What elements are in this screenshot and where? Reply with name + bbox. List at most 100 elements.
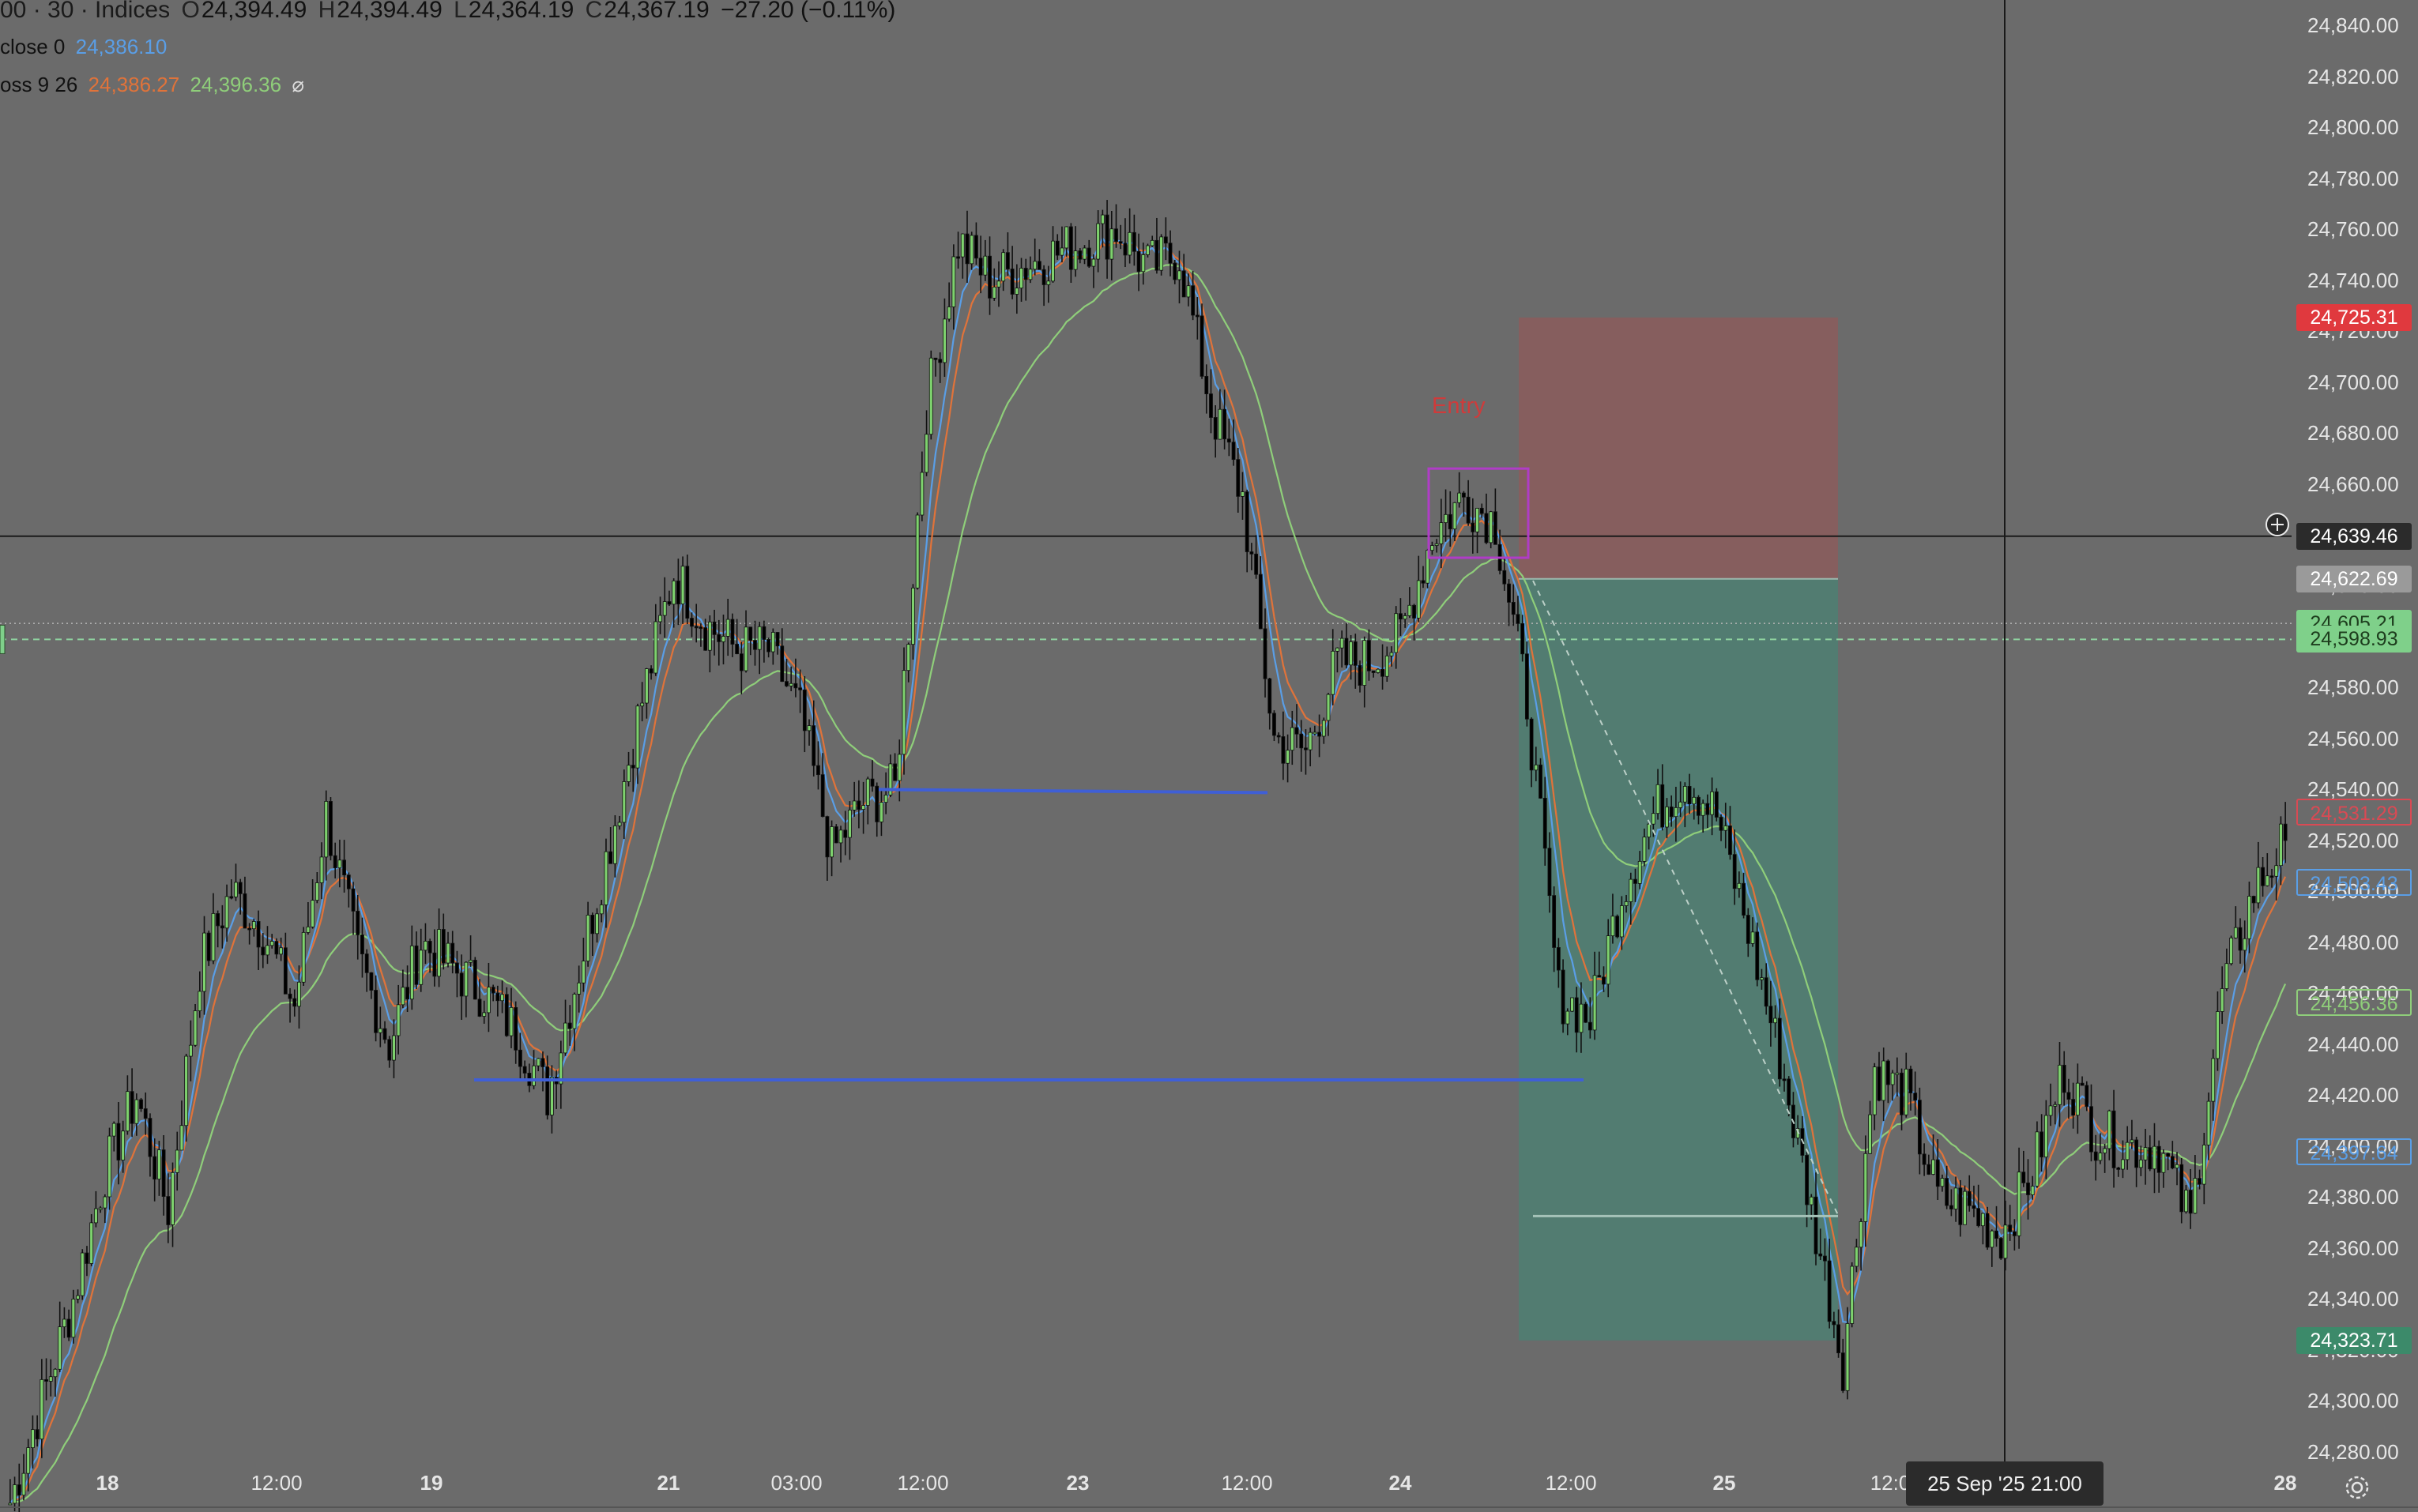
bull-candle <box>469 960 473 963</box>
legend-indicator-1[interactable]: close 0 24,386.10 <box>0 35 171 59</box>
bull-candle <box>1326 694 1331 721</box>
bear-candle <box>1358 664 1362 686</box>
indicator-2-name[interactable]: oss 9 26 <box>0 73 78 96</box>
bear-candle <box>369 972 374 991</box>
bull-candle <box>1100 214 1105 224</box>
symbol-label[interactable]: 00 · 30 · Indices <box>0 0 171 23</box>
bull-candle <box>1642 837 1647 862</box>
time-tick-label: 24 <box>1388 1471 1412 1495</box>
bull-candle <box>906 644 911 671</box>
bear-candle <box>148 1118 153 1157</box>
price-tick-label: 24,680.00 <box>2307 421 2399 446</box>
bear-candle <box>699 626 703 630</box>
bull-candle <box>1384 655 1389 677</box>
bear-candle <box>676 580 680 604</box>
time-tick-label: 28 <box>2273 1471 2297 1495</box>
bull-candle <box>928 357 933 435</box>
bear-candle <box>857 800 861 811</box>
bear-candle <box>775 632 780 647</box>
bull-candle <box>1940 1178 1945 1187</box>
entry-label: Entry <box>1432 393 1486 419</box>
bull-candle <box>53 1368 58 1378</box>
bull-candle <box>2274 865 2279 877</box>
bull-candle <box>1394 613 1399 653</box>
bull-candle <box>2279 823 2283 867</box>
bull-candle <box>2043 1115 2048 1158</box>
bear-candle <box>1105 214 1109 260</box>
bear-candle <box>35 1429 40 1439</box>
bull-candle <box>586 915 590 961</box>
price-tick-label: 24,800.00 <box>2307 115 2399 140</box>
bull-candle <box>852 800 857 811</box>
bull-candle <box>409 945 414 1000</box>
bull-candle <box>1701 803 1705 816</box>
bull-candle <box>279 947 284 955</box>
bull-candle <box>744 626 748 671</box>
price-tick-label: 24,520.00 <box>2307 828 2399 852</box>
bear-candle <box>1742 882 1746 916</box>
bear-candle <box>1768 1006 1773 1024</box>
bull-candle <box>58 1326 62 1370</box>
bear-candle <box>1037 261 1041 270</box>
bull-candle <box>1881 1060 1886 1101</box>
bear-candle <box>988 255 992 299</box>
bull-candle <box>1629 878 1633 902</box>
add-alert-plus-icon[interactable] <box>2263 510 2292 539</box>
legend-indicator-2[interactable]: oss 9 26 24,386.27 24,396.36 ⌀ <box>0 73 309 97</box>
bear-candle <box>1705 803 1710 815</box>
bear-candle <box>44 1378 48 1382</box>
bear-candle <box>965 233 970 265</box>
bull-candle <box>2229 937 2233 965</box>
bull-candle <box>21 1473 26 1496</box>
bear-candle <box>477 999 482 1017</box>
bear-candle <box>1299 733 1304 749</box>
bear-candle <box>116 1123 121 1160</box>
bull-candle <box>1331 650 1335 695</box>
bear-candle <box>1520 622 1525 655</box>
bear-candle <box>405 987 409 1000</box>
bear-candle <box>166 1196 171 1225</box>
time-tick-label: 03:00 <box>770 1471 823 1495</box>
bear-candle <box>1542 797 1547 849</box>
gear-icon[interactable] <box>2344 1474 2371 1501</box>
bull-candle <box>897 754 902 781</box>
reference-lines <box>0 0 2292 1461</box>
left-edge-price-marker <box>0 624 6 654</box>
bull-candle <box>1083 247 1087 260</box>
bull-candle <box>640 702 645 707</box>
bear-candle <box>2039 1131 2044 1158</box>
bear-candle <box>1823 1255 1827 1262</box>
bull-candle <box>1606 935 1610 985</box>
bull-candle <box>1452 502 1457 529</box>
bear-candle <box>2085 1085 2089 1108</box>
hidden-eye-icon[interactable]: ⌀ <box>292 73 304 96</box>
chart-overlays <box>0 467 2418 1508</box>
bull-candle <box>2233 927 2238 938</box>
bull-candle <box>171 1172 175 1225</box>
bear-candle <box>2269 875 2274 878</box>
bull-candle <box>1177 270 1181 280</box>
bull-candle <box>2048 1105 2053 1116</box>
bull-candle <box>2184 1190 2188 1213</box>
bull-candle <box>103 1196 107 1209</box>
indicator-2-value-b: 24,396.36 <box>190 73 282 96</box>
legend-ohlc-row[interactable]: 00 · 30 · Indices O24,394.49 H24,394.49 … <box>0 0 900 24</box>
bear-candle <box>608 851 613 864</box>
bear-candle <box>247 927 252 931</box>
change-value: −27.20 (−0.11%) <box>721 0 896 23</box>
bear-candle <box>1448 513 1452 529</box>
bull-candle <box>644 668 649 704</box>
bull-candle <box>1218 408 1222 440</box>
bull-candle <box>319 856 324 883</box>
open-key: O <box>181 0 200 23</box>
bear-candle <box>504 994 509 1036</box>
bear-candle <box>649 668 653 674</box>
bear-candle <box>1484 513 1489 543</box>
bull-candle <box>1349 641 1353 666</box>
bull-candle <box>1109 228 1114 260</box>
bull-candle <box>1290 727 1294 751</box>
bull-candle <box>1444 513 1448 524</box>
bear-candle <box>753 640 757 650</box>
indicator-1-name[interactable]: close 0 <box>0 35 66 58</box>
